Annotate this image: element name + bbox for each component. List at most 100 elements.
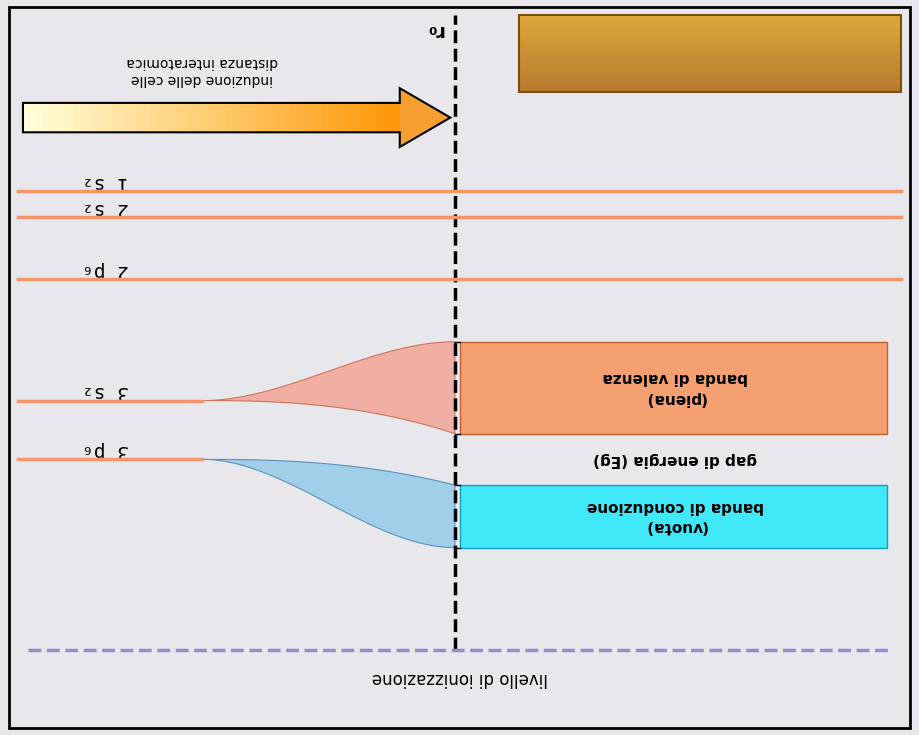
Bar xyxy=(519,60,901,63)
Bar xyxy=(519,88,901,90)
Bar xyxy=(519,20,901,23)
Bar xyxy=(519,90,901,91)
Bar xyxy=(519,89,901,90)
Bar xyxy=(519,89,901,91)
Bar xyxy=(519,89,901,90)
Bar xyxy=(519,26,901,28)
Bar xyxy=(519,45,901,48)
Bar xyxy=(354,103,361,132)
Text: nucleo atomico: nucleo atomico xyxy=(633,44,788,62)
Bar xyxy=(519,90,901,91)
Bar xyxy=(233,103,240,132)
Bar xyxy=(519,24,901,26)
Bar xyxy=(519,53,901,55)
Bar xyxy=(519,41,901,43)
Text: gap di energia (Eg): gap di energia (Eg) xyxy=(594,452,757,467)
Bar xyxy=(309,103,316,132)
Bar xyxy=(156,103,164,132)
Bar xyxy=(519,88,901,90)
Bar xyxy=(271,103,278,132)
Bar xyxy=(519,22,901,24)
Bar xyxy=(519,27,901,30)
Bar xyxy=(519,47,901,49)
Bar xyxy=(519,68,901,71)
Bar xyxy=(74,103,81,132)
Bar xyxy=(519,90,901,92)
Bar xyxy=(519,32,901,34)
Bar xyxy=(519,29,901,32)
Bar xyxy=(322,103,329,132)
Bar xyxy=(519,49,901,51)
Bar xyxy=(99,103,107,132)
Text: banda di conduzione: banda di conduzione xyxy=(587,498,764,514)
Bar xyxy=(176,103,183,132)
Bar xyxy=(519,89,901,91)
Bar xyxy=(519,72,901,74)
Text: 1 s₂: 1 s₂ xyxy=(82,173,130,192)
Bar xyxy=(143,103,151,132)
Bar xyxy=(519,89,901,91)
Bar xyxy=(29,103,37,132)
Bar xyxy=(519,70,901,73)
Bar xyxy=(519,62,901,65)
Bar xyxy=(335,103,342,132)
Bar xyxy=(519,43,901,46)
Bar xyxy=(519,90,901,91)
Bar xyxy=(519,89,901,91)
Bar xyxy=(213,103,221,132)
Bar xyxy=(519,90,901,92)
Bar xyxy=(519,89,901,91)
Bar xyxy=(519,89,901,91)
Bar xyxy=(519,88,901,90)
Bar xyxy=(125,103,132,132)
Bar xyxy=(519,89,901,91)
Text: 2 p₆: 2 p₆ xyxy=(82,261,130,280)
Bar xyxy=(23,103,30,132)
Bar xyxy=(519,88,901,90)
Bar xyxy=(284,103,291,132)
Bar xyxy=(245,103,253,132)
Bar xyxy=(290,103,297,132)
Bar xyxy=(519,89,901,90)
Bar xyxy=(519,76,901,79)
Bar xyxy=(519,88,901,90)
Bar xyxy=(36,103,43,132)
Text: livello di ionizzazione: livello di ionizzazione xyxy=(371,670,548,687)
Bar xyxy=(519,66,901,69)
Bar xyxy=(220,103,227,132)
Bar xyxy=(226,103,233,132)
Bar xyxy=(398,103,405,132)
Bar xyxy=(519,89,901,90)
Bar xyxy=(519,90,901,92)
Bar xyxy=(302,103,310,132)
Bar xyxy=(119,103,126,132)
Text: r₀: r₀ xyxy=(425,21,444,40)
Bar xyxy=(163,103,170,132)
Bar xyxy=(169,103,176,132)
Polygon shape xyxy=(202,459,455,548)
Bar xyxy=(93,103,100,132)
Bar xyxy=(519,89,901,91)
Bar xyxy=(131,103,138,132)
Bar xyxy=(519,54,901,57)
Text: distanza interatomica: distanza interatomica xyxy=(126,55,278,70)
Bar xyxy=(258,103,266,132)
Bar xyxy=(372,103,380,132)
Text: 2 s₂: 2 s₂ xyxy=(82,198,130,218)
Text: 3 p₆: 3 p₆ xyxy=(82,441,130,460)
Text: banda di valenza: banda di valenza xyxy=(603,370,748,385)
Bar xyxy=(519,90,901,91)
Bar xyxy=(519,64,901,67)
Bar xyxy=(106,103,113,132)
Bar xyxy=(519,88,901,90)
Bar xyxy=(208,103,214,132)
Bar xyxy=(315,103,323,132)
Bar xyxy=(519,84,901,86)
Text: (vuota): (vuota) xyxy=(644,519,707,534)
Bar xyxy=(519,33,901,36)
Bar xyxy=(519,57,901,59)
Bar xyxy=(239,103,246,132)
Bar xyxy=(519,89,901,90)
Bar xyxy=(296,103,303,132)
Text: 3 s₂: 3 s₂ xyxy=(82,382,130,401)
